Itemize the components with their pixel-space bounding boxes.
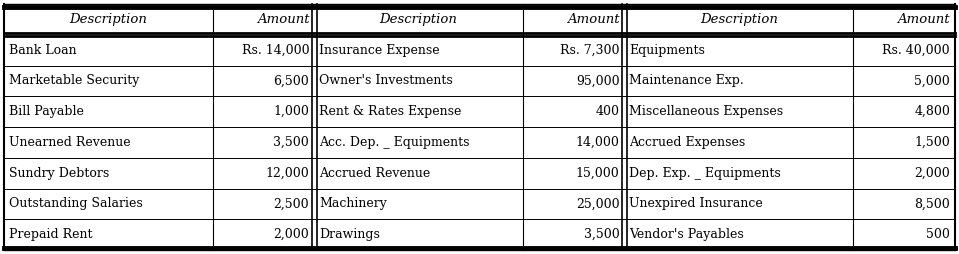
Text: Bank Loan: Bank Loan xyxy=(9,44,77,57)
Text: Sundry Debtors: Sundry Debtors xyxy=(9,167,109,180)
Text: Bill Payable: Bill Payable xyxy=(9,105,83,118)
Text: Prepaid Rent: Prepaid Rent xyxy=(9,228,92,241)
Text: 4,800: 4,800 xyxy=(914,105,950,118)
Text: 5,000: 5,000 xyxy=(914,74,950,87)
Text: Rs. 40,000: Rs. 40,000 xyxy=(882,44,950,57)
Text: 3,500: 3,500 xyxy=(273,136,309,149)
Text: Equipments: Equipments xyxy=(629,44,705,57)
Text: Maintenance Exp.: Maintenance Exp. xyxy=(629,74,744,87)
Text: Description: Description xyxy=(700,13,778,26)
Text: 500: 500 xyxy=(926,228,950,241)
Text: Miscellaneous Expenses: Miscellaneous Expenses xyxy=(629,105,784,118)
Text: Acc. Dep. _ Equipments: Acc. Dep. _ Equipments xyxy=(319,136,470,149)
Text: 25,000: 25,000 xyxy=(575,197,620,210)
Text: Rs. 14,000: Rs. 14,000 xyxy=(242,44,309,57)
Text: 12,000: 12,000 xyxy=(266,167,309,180)
Text: Amount: Amount xyxy=(898,13,950,26)
Text: Machinery: Machinery xyxy=(319,197,387,210)
Text: 2,500: 2,500 xyxy=(273,197,309,210)
Text: Description: Description xyxy=(380,13,457,26)
Text: 400: 400 xyxy=(596,105,620,118)
Text: 1,000: 1,000 xyxy=(273,105,309,118)
Text: 8,500: 8,500 xyxy=(914,197,950,210)
Text: Accrued Revenue: Accrued Revenue xyxy=(319,167,431,180)
Text: 2,000: 2,000 xyxy=(914,167,950,180)
Text: 2,000: 2,000 xyxy=(273,228,309,241)
Text: 6,500: 6,500 xyxy=(273,74,309,87)
Text: Amount: Amount xyxy=(567,13,620,26)
Text: Drawings: Drawings xyxy=(319,228,380,241)
Text: Insurance Expense: Insurance Expense xyxy=(319,44,440,57)
Text: Marketable Security: Marketable Security xyxy=(9,74,139,87)
Text: Unearned Revenue: Unearned Revenue xyxy=(9,136,130,149)
Text: Rs. 7,300: Rs. 7,300 xyxy=(560,44,620,57)
Text: 14,000: 14,000 xyxy=(575,136,620,149)
Text: Description: Description xyxy=(69,13,147,26)
Text: 1,500: 1,500 xyxy=(914,136,950,149)
Text: Amount: Amount xyxy=(257,13,309,26)
Text: Dep. Exp. _ Equipments: Dep. Exp. _ Equipments xyxy=(629,167,782,180)
Text: 15,000: 15,000 xyxy=(575,167,620,180)
Text: Accrued Expenses: Accrued Expenses xyxy=(629,136,746,149)
Text: 3,500: 3,500 xyxy=(584,228,620,241)
Text: Outstanding Salaries: Outstanding Salaries xyxy=(9,197,143,210)
Text: Vendor's Payables: Vendor's Payables xyxy=(629,228,744,241)
Text: Rent & Rates Expense: Rent & Rates Expense xyxy=(319,105,461,118)
Text: Unexpired Insurance: Unexpired Insurance xyxy=(629,197,763,210)
Text: Owner's Investments: Owner's Investments xyxy=(319,74,453,87)
Text: 95,000: 95,000 xyxy=(575,74,620,87)
